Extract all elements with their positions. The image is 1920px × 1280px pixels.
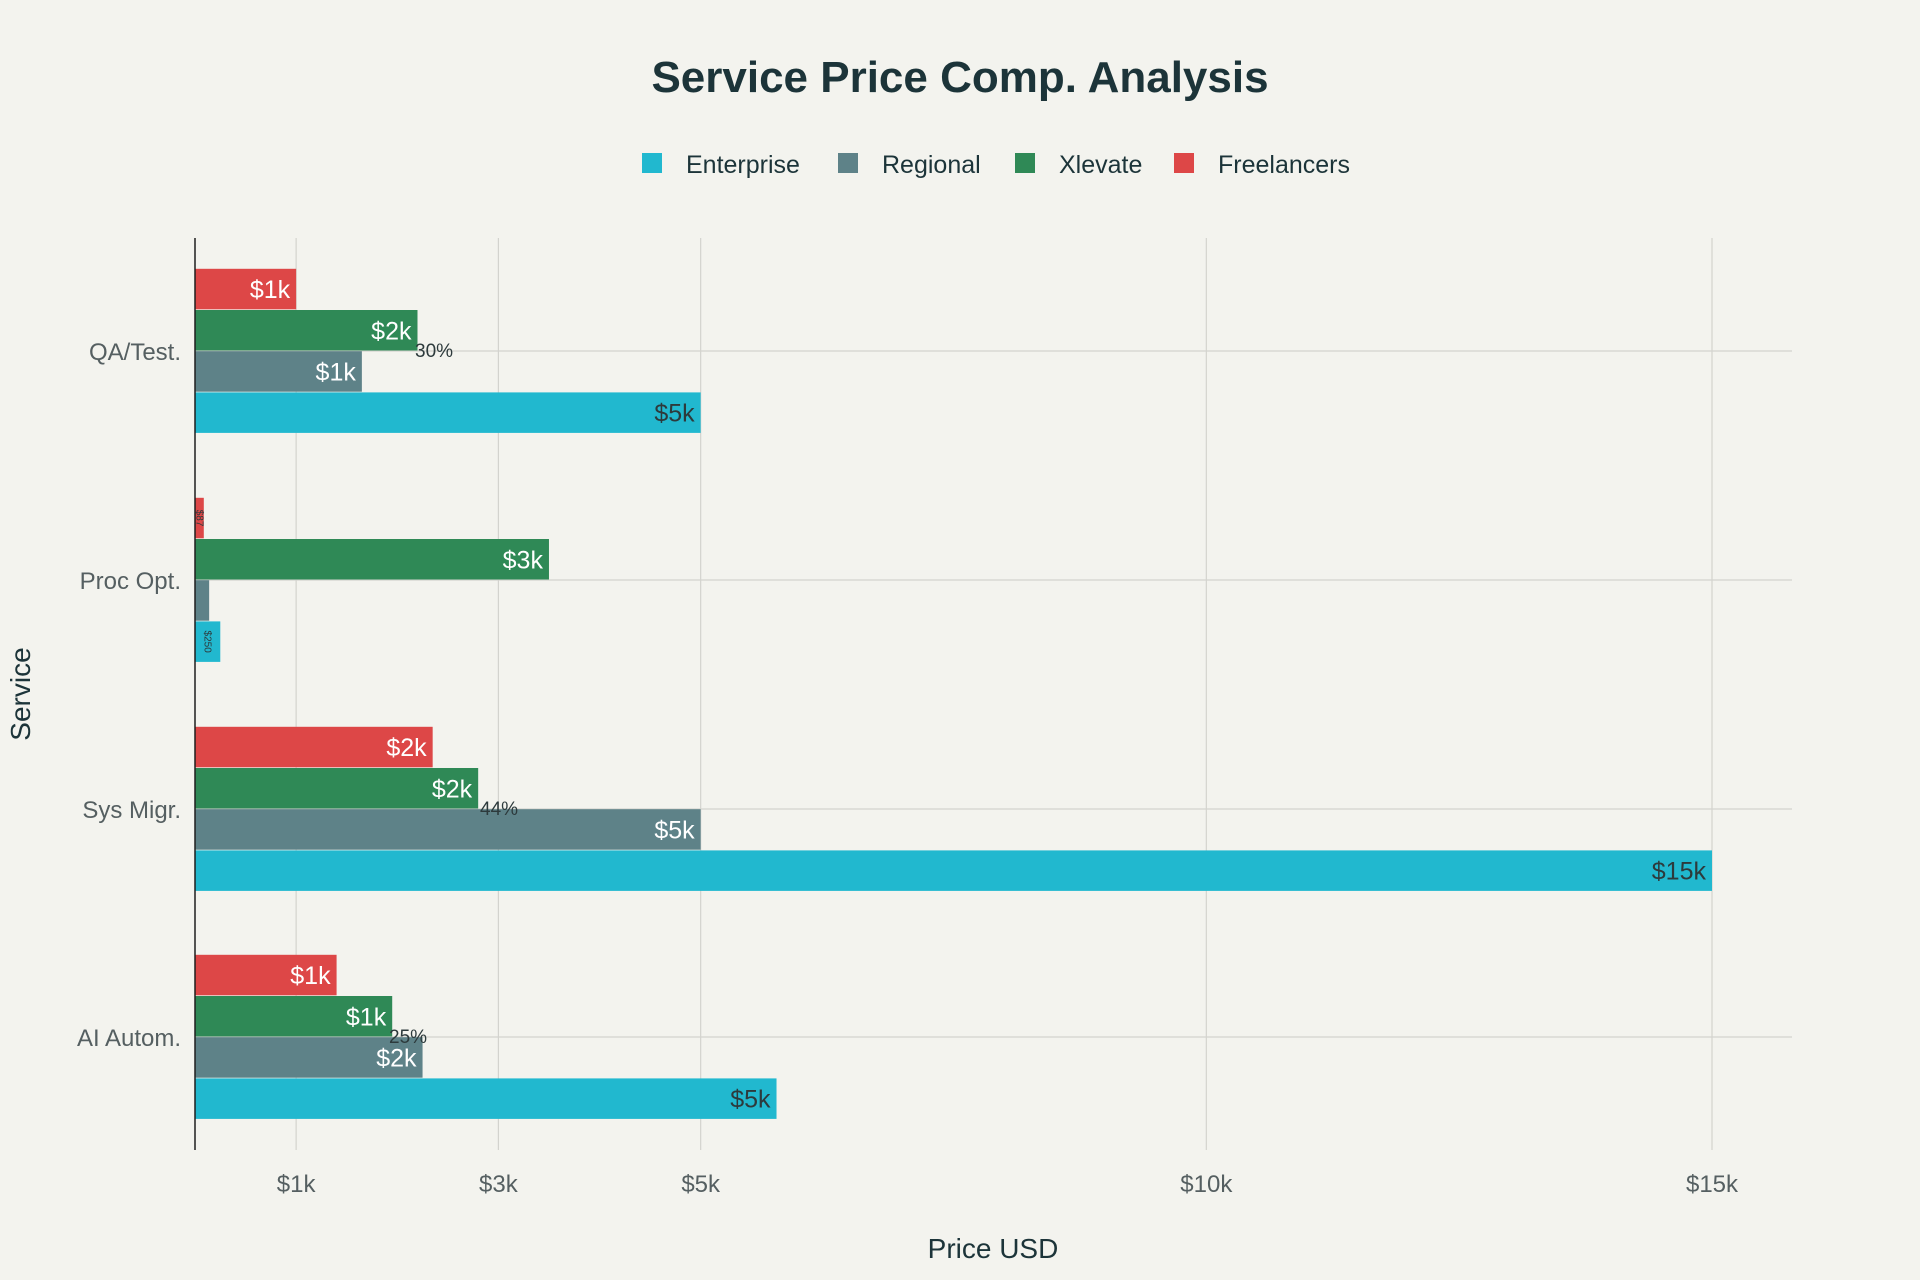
percent-annotation: 30%	[415, 341, 453, 362]
legend-label: Regional	[882, 151, 981, 179]
bar-value-label: $2k	[386, 734, 427, 762]
category-label: Sys Migr.	[82, 797, 181, 824]
bar-freelancers[interactable]	[195, 268, 297, 310]
legend-label: Enterprise	[686, 151, 800, 179]
bar-xlevate[interactable]	[195, 768, 479, 809]
x-axis-title: Price USD	[928, 1233, 1059, 1264]
bar-value-label: $5k	[654, 400, 695, 428]
bar-enterprise[interactable]	[195, 392, 701, 433]
bar-regional[interactable]	[195, 1037, 423, 1078]
percent-annotation: 44%	[480, 799, 518, 820]
chart-title: Service Price Comp. Analysis	[651, 53, 1268, 102]
y-axis-title: Service	[5, 647, 36, 740]
x-tick-label: $10k	[1180, 1171, 1233, 1198]
bar-value-label: $250	[202, 631, 213, 654]
bar-regional[interactable]	[195, 809, 701, 850]
legend-label: Freelancers	[1218, 151, 1350, 179]
legend-item[interactable]: Regional	[838, 151, 981, 179]
bar-enterprise[interactable]	[195, 850, 1712, 891]
bar-freelancers[interactable]	[195, 954, 337, 996]
bar-value-label: $87	[193, 510, 204, 527]
legend-item[interactable]: Enterprise	[642, 151, 800, 179]
bar-xlevate[interactable]	[195, 539, 549, 580]
x-tick-label: $5k	[681, 1171, 721, 1198]
legend-item[interactable]: Xlevate	[1015, 151, 1142, 179]
category-label: Proc Opt.	[80, 568, 181, 595]
percent-annotation: 25%	[389, 1027, 427, 1048]
bar-value-label: $3k	[503, 546, 544, 574]
bar-xlevate[interactable]	[195, 996, 393, 1037]
legend: Enterprise Regional Xlevate Freelancers	[642, 151, 1350, 179]
grid-lines	[195, 238, 1792, 1150]
legend-swatch	[1015, 153, 1035, 173]
bar-freelancers[interactable]	[195, 497, 204, 539]
bar-labels-group: $1k$2k$1k$5k$87$3k$250$2k$2k$5k$15k$1k$1…	[193, 276, 1706, 1114]
bar-value-label: $1k	[346, 1003, 387, 1031]
x-tick-label: $15k	[1686, 1171, 1739, 1198]
bar-enterprise[interactable]	[195, 1078, 777, 1119]
bar-value-label: $5k	[730, 1086, 771, 1114]
legend-swatch	[1174, 153, 1194, 173]
x-tick-label: $1k	[277, 1171, 317, 1198]
bar-value-label: $1k	[290, 962, 331, 990]
category-label: AI Autom.	[77, 1025, 181, 1052]
bar-enterprise[interactable]	[195, 621, 221, 662]
bar-regional[interactable]	[195, 580, 210, 621]
bar-value-label: $1k	[316, 358, 357, 386]
bar-value-label: $2k	[376, 1044, 417, 1072]
annotations-group: 30% 44% 25%	[389, 341, 518, 1048]
x-tick-label: $3k	[479, 1171, 519, 1198]
legend-swatch	[838, 153, 858, 173]
category-label: QA/Test.	[89, 339, 181, 366]
bar-value-label: $5k	[654, 816, 695, 844]
legend-swatch	[642, 153, 662, 173]
bar-regional[interactable]	[195, 351, 362, 392]
x-tick-labels: $1k $3k $5k $10k $15k	[277, 1171, 1739, 1198]
bar-value-label: $1k	[250, 276, 291, 304]
bar-freelancers[interactable]	[195, 726, 433, 768]
category-labels: QA/Test. Proc Opt. Sys Migr. AI Autom.	[77, 339, 181, 1052]
legend-label: Xlevate	[1059, 151, 1142, 179]
bar-value-label: $2k	[432, 775, 473, 803]
bar-xlevate[interactable]	[195, 310, 418, 351]
bars-group	[195, 268, 1712, 1119]
bar-value-label: $2k	[371, 317, 412, 345]
bar-value-label: $15k	[1652, 858, 1707, 886]
legend-item[interactable]: Freelancers	[1174, 151, 1350, 179]
